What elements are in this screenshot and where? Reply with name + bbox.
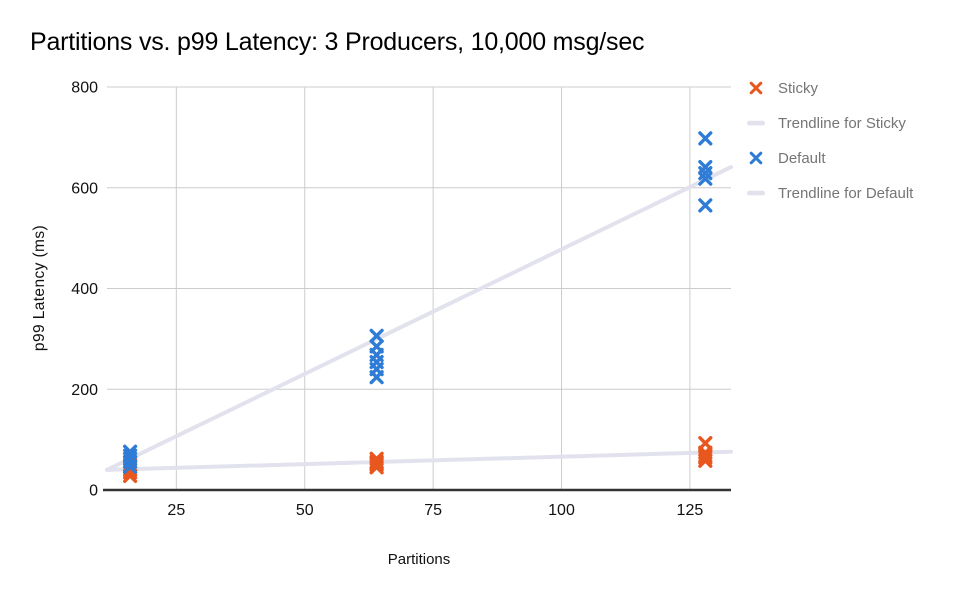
- legend: Sticky Trendline for Sticky Default Tren…: [747, 77, 913, 217]
- data-point-default[interactable]: [698, 131, 713, 146]
- legend-item-sticky[interactable]: Sticky: [747, 77, 913, 99]
- legend-item-default[interactable]: Default: [747, 147, 913, 169]
- data-point-default[interactable]: [698, 159, 713, 175]
- legend-item-trendline-default[interactable]: Trendline for Default: [747, 182, 913, 204]
- data-point-default[interactable]: [369, 339, 384, 354]
- data-point-default[interactable]: [369, 328, 384, 343]
- legend-label: Trendline for Sticky: [778, 114, 906, 132]
- data-point-sticky[interactable]: [369, 454, 384, 469]
- legend-marker-shape: [749, 81, 763, 95]
- x-tick-label-25: 25: [167, 502, 185, 519]
- sticky-x-marker-icon: [749, 81, 763, 95]
- default-x-marker-icon: [749, 151, 763, 165]
- data-point-default[interactable]: [123, 448, 138, 463]
- y-axis-title: p99 Latency (ms): [31, 224, 48, 352]
- legend-marker-shape: [749, 151, 763, 165]
- data-point-sticky[interactable]: [698, 448, 713, 463]
- legend-label: Trendline for Default: [778, 184, 914, 202]
- x-axis-title: Partitions: [387, 551, 451, 568]
- y-tick-label-0: 0: [89, 483, 98, 500]
- y-tick-label-600: 600: [71, 180, 98, 197]
- trendline-trendline-for-sticky: [105, 449, 733, 472]
- y-tick-label-200: 200: [71, 382, 98, 399]
- trendline-trendline-for-default: [105, 165, 733, 472]
- y-tick-label-800: 800: [71, 80, 98, 97]
- legend-marker-shape: [747, 120, 765, 126]
- data-point-sticky[interactable]: [698, 436, 713, 451]
- trendline-swatch-icon: [747, 120, 765, 126]
- x-tick-label-75: 75: [424, 502, 442, 519]
- legend-label: Default: [778, 149, 826, 167]
- legend-item-trendline-sticky[interactable]: Trendline for Sticky: [747, 112, 913, 134]
- legend-label: Sticky: [778, 79, 819, 97]
- y-tick-label-400: 400: [71, 281, 98, 298]
- x-tick-label-100: 100: [548, 502, 575, 519]
- data-point-default[interactable]: [123, 444, 138, 459]
- data-point-default[interactable]: [698, 198, 713, 213]
- chart-title: Partitions vs. p99 Latency: 3 Producers,…: [30, 28, 645, 56]
- x-tick-label-125: 125: [677, 502, 704, 519]
- legend-marker-shape: [747, 190, 765, 196]
- trendline-swatch-icon: [747, 190, 765, 196]
- x-tick-label-50: 50: [296, 502, 314, 519]
- data-point-sticky[interactable]: [369, 451, 384, 466]
